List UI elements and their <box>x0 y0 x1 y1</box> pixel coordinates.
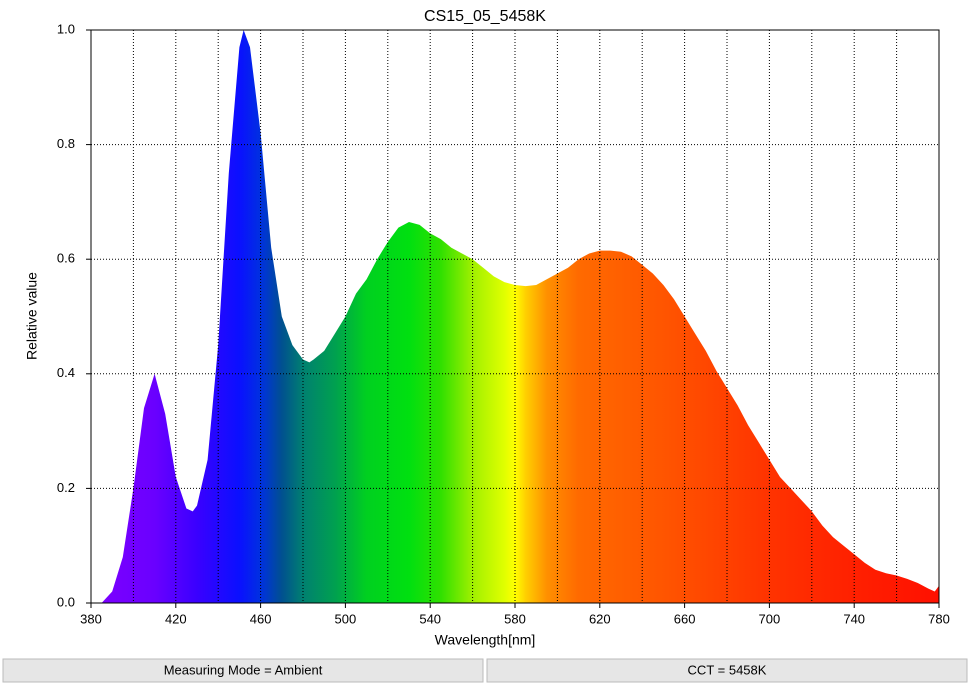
y-tick-label: 0.6 <box>57 251 75 266</box>
x-tick-label: 780 <box>928 611 950 626</box>
y-tick-label: 1.0 <box>57 21 75 36</box>
plot-frame <box>90 29 940 604</box>
spectrum-area <box>91 30 939 603</box>
y-tick-label: 0.0 <box>57 594 75 609</box>
x-axis-label: Wavelength[nm] <box>435 632 536 648</box>
x-tick-label: 540 <box>419 611 441 626</box>
y-tick-label: 0.2 <box>57 480 75 495</box>
x-tick-label: 620 <box>589 611 611 626</box>
y-tick-label: 0.4 <box>57 365 75 380</box>
chart-title: CS15_05_5458K <box>424 8 546 25</box>
y-axis-label: Relative value <box>24 272 40 360</box>
status-box <box>2 658 484 683</box>
status-text: CCT = 5458K <box>688 662 767 677</box>
x-tick-label: 500 <box>335 611 357 626</box>
x-tick-label: 580 <box>504 611 526 626</box>
x-tick-label: 700 <box>759 611 781 626</box>
x-tick-label: 740 <box>843 611 865 626</box>
x-tick-label: 380 <box>80 611 102 626</box>
y-tick-label: 0.8 <box>57 136 75 151</box>
x-tick-label: 460 <box>250 611 272 626</box>
x-tick-label: 660 <box>674 611 696 626</box>
status-box <box>486 658 968 683</box>
status-text: Measuring Mode = Ambient <box>164 662 323 677</box>
x-tick-label: 420 <box>165 611 187 626</box>
